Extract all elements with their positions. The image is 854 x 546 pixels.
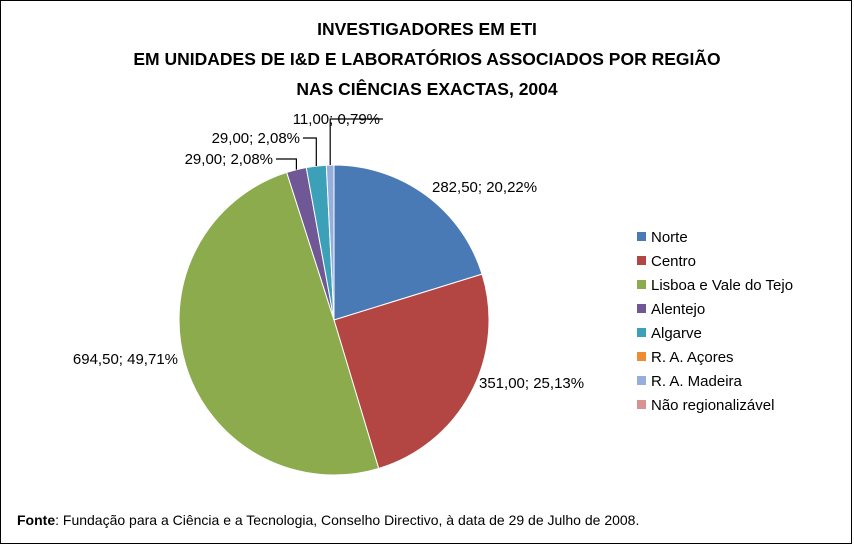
pie-slice-r-a-madeira [325, 164, 335, 321]
pie-slice-lisboa-e-vale-do-tejo [178, 171, 380, 476]
legend-label-algarve: Algarve [651, 325, 702, 342]
legend-label-r-a-acores: R. A. Açores [651, 349, 734, 366]
data-label-lisboa-e-vale-do-tejo: 694,50; 49,71% [73, 351, 178, 368]
leader-line-alentejo [276, 158, 297, 170]
data-label-alentejo: 29,00; 2,08% [185, 151, 273, 168]
pie-slice-centro [333, 273, 490, 470]
legend-label-centro: Centro [651, 253, 696, 270]
data-labels: 282,50; 20,22% 351,00; 25,13% 694,50; 49,7… [73, 111, 584, 392]
pie-slice-norte [333, 164, 483, 321]
source-note: Fonte: Fundação para a Ciência e a Tecno… [17, 512, 639, 528]
legend-swatch-r-a-acores [637, 352, 646, 361]
chart-title: INVESTIGADORES EM ETI EM UNIDADES DE I&D… [133, 19, 720, 99]
legend-swatch-norte [637, 232, 646, 241]
legend-swatch-alentejo [637, 304, 646, 313]
pie-slices [178, 164, 490, 476]
legend-label-norte: Norte [651, 229, 688, 246]
legend-swatch-lisboa-e-vale-do-tejo [637, 280, 646, 289]
legend-label-lisboa-e-vale-do-tejo: Lisboa e Vale do Tejo [651, 277, 793, 294]
legend-label-r-a-madeira: R. A. Madeira [651, 373, 743, 390]
title-line-1: INVESTIGADORES EM ETI [317, 19, 537, 39]
leader-line-r-a-madeira [329, 118, 383, 165]
data-label-algarve: 29,00; 2,08% [212, 130, 300, 147]
title-line-3: NAS CIÊNCIAS EXACTAS, 2004 [296, 78, 558, 99]
legend-swatch-centro [637, 256, 646, 265]
data-label-centro: 351,00; 25,13% [479, 375, 584, 392]
source-text: : Fundação para a Ciência e a Tecnologia… [55, 512, 640, 528]
legend: Norte Centro Lisboa e Vale do Tejo Alentejo… [637, 229, 793, 414]
legend-swatch-nao-regionalizavel [637, 400, 646, 409]
data-label-r-a-madeira: 11,00; 0,79% [293, 111, 380, 128]
data-label-norte: 282,50; 20,22% [432, 179, 537, 196]
leader-line-algarve [303, 137, 317, 166]
legend-swatch-algarve [637, 328, 646, 337]
leader-lines [276, 118, 383, 170]
legend-label-alentejo: Alentejo [651, 301, 705, 318]
legend-swatch-r-a-madeira [637, 376, 646, 385]
legend-label-nao-regionalizavel: Não regionalizável [651, 397, 774, 414]
title-line-2: EM UNIDADES DE I&D E LABORATÓRIOS ASSOCI… [133, 48, 720, 69]
source-label: Fonte [17, 512, 56, 528]
